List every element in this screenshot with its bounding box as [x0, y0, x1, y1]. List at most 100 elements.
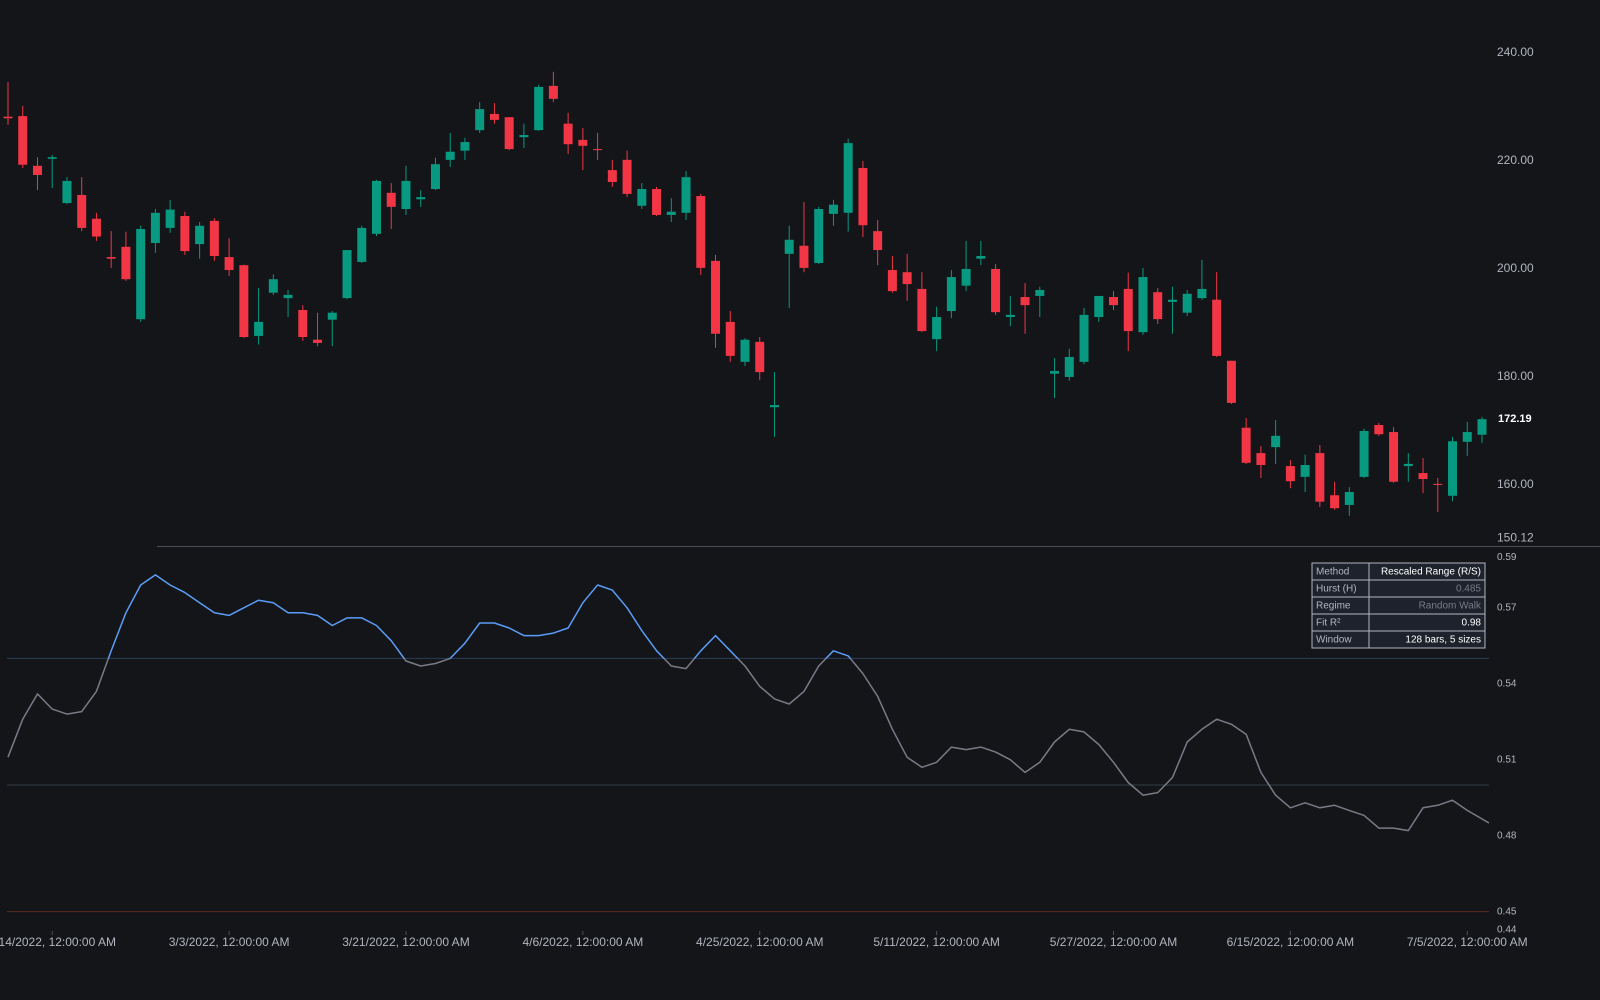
candle-body — [313, 339, 323, 343]
candle-body — [180, 216, 190, 252]
candle-body — [991, 268, 1001, 313]
x-tick-label: 7/5/2022, 12:00:00 AM — [1407, 935, 1528, 949]
candle-body — [887, 270, 897, 292]
candle-body — [1197, 288, 1207, 299]
candle-body — [1315, 453, 1325, 502]
table-value: 128 bars, 5 sizes — [1405, 635, 1481, 646]
candle-body — [946, 277, 956, 312]
x-tick-label: 6/15/2022, 12:00:00 AM — [1227, 935, 1354, 949]
x-tick-label: 5/27/2022, 12:00:00 AM — [1050, 935, 1177, 949]
candle-body — [1477, 419, 1487, 435]
table-value: 0.485 — [1456, 584, 1481, 595]
candle-body — [1035, 290, 1045, 296]
table-key: Hurst (H) — [1316, 584, 1357, 595]
x-tick-label: 4/6/2022, 12:00:00 AM — [522, 935, 643, 949]
candle-body — [622, 159, 632, 194]
y-tick-label: 220.00 — [1497, 153, 1534, 167]
candle-body — [1256, 453, 1266, 465]
candle-body — [1226, 360, 1236, 403]
candle-body — [1123, 288, 1133, 332]
candle-body — [504, 117, 514, 150]
candle-body — [327, 312, 337, 320]
candle-body — [489, 113, 499, 120]
candle-body — [224, 257, 234, 271]
candle-body — [1079, 314, 1089, 362]
candle-body — [1094, 295, 1104, 318]
candle-body — [711, 260, 721, 334]
candle-body — [784, 239, 794, 254]
candle-body — [136, 228, 146, 320]
x-tick-label: 5/11/2022, 12:00:00 AM — [873, 935, 1000, 949]
candle-body — [1359, 430, 1369, 477]
y-tick-label: 160.00 — [1497, 477, 1534, 491]
candle-body — [666, 211, 676, 215]
candle-body — [1389, 432, 1399, 482]
table-key: Fit R² — [1316, 618, 1341, 629]
candle-body — [372, 180, 381, 234]
candle-body — [460, 142, 470, 151]
table-key: Method — [1316, 567, 1349, 578]
candle-body — [652, 189, 662, 215]
candle-body — [917, 288, 927, 332]
candle-body — [1167, 299, 1177, 302]
candle-body — [1330, 495, 1340, 509]
candle-body — [1241, 427, 1251, 463]
candle-body — [578, 139, 588, 146]
y-tick-label: 150.12 — [1497, 531, 1534, 545]
y-tick-label: 200.00 — [1497, 261, 1534, 275]
candle-body — [298, 309, 308, 337]
candle-body — [740, 339, 750, 362]
candle-body — [607, 170, 617, 182]
hurst-line — [7, 574, 1490, 832]
last-price-label: 172.19 — [1498, 413, 1532, 425]
candle-body — [1433, 483, 1443, 485]
candle-body — [843, 143, 853, 213]
candle-body — [150, 212, 160, 244]
candle-body — [165, 209, 175, 228]
candle-body — [858, 167, 868, 226]
candle-body — [1020, 297, 1030, 306]
candle-body — [1064, 356, 1074, 377]
candle-body — [1374, 425, 1384, 435]
table-value: 0.98 — [1462, 618, 1482, 629]
candle-body — [769, 405, 779, 408]
candle-body — [1462, 432, 1472, 442]
candle-body — [3, 116, 13, 119]
x-tick-label: 3/3/2022, 12:00:00 AM — [169, 935, 290, 949]
y-tick-label: 0.44 — [1497, 925, 1517, 936]
candle-body — [32, 165, 42, 175]
candle-body — [873, 231, 883, 251]
candle-body — [1344, 491, 1354, 505]
candle-body — [563, 123, 573, 145]
candle-body — [121, 246, 131, 280]
candle-body — [62, 180, 72, 204]
candle-body — [828, 204, 838, 214]
table-key: Regime — [1316, 601, 1351, 612]
candle-body — [1005, 314, 1015, 318]
candle-body — [519, 135, 529, 138]
y-tick-label: 0.57 — [1497, 602, 1517, 613]
candle-body — [1212, 299, 1222, 356]
candle-body — [445, 151, 455, 160]
candle-body — [799, 245, 809, 268]
candle-body — [91, 218, 101, 237]
table-value: Random Walk — [1419, 601, 1482, 612]
candle-body — [430, 164, 440, 190]
candle-body — [637, 189, 647, 206]
y-tick-label: 0.45 — [1497, 906, 1517, 917]
candle-body — [1050, 371, 1060, 374]
candle-body — [77, 194, 87, 228]
candle-body — [1300, 464, 1310, 477]
x-tick-label: 3/21/2022, 12:00:00 AM — [342, 935, 469, 949]
candle-body — [593, 149, 603, 151]
x-tick-label: 2/14/2022, 12:00:00 AM — [0, 935, 116, 949]
candle-body — [976, 255, 986, 259]
candle-body — [106, 257, 116, 259]
candle-body — [254, 321, 264, 336]
candle-body — [1182, 293, 1192, 313]
candle-body — [47, 157, 57, 159]
candle-body — [961, 268, 971, 286]
candle-body — [696, 196, 706, 268]
candle-body — [357, 227, 367, 262]
